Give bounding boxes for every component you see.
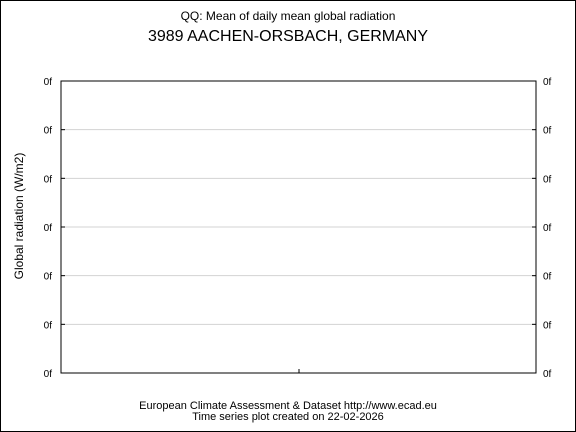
y-tick-label-left: 0f: [44, 126, 53, 137]
y-tick-label-right: 0f: [543, 272, 552, 283]
y-tick-label-right: 0f: [543, 369, 552, 380]
y-tick-label-right: 0f: [543, 77, 552, 88]
y-tick-label-left: 0f: [44, 369, 53, 380]
y-tick-label-left: 0f: [44, 77, 53, 88]
y-tick-label-left: 0f: [44, 174, 53, 185]
footer-credit: European Climate Assessment & Dataset ht…: [139, 400, 437, 412]
y-tick-label-left: 0f: [44, 320, 53, 331]
y-tick-label-right: 0f: [543, 174, 552, 185]
footer-created-date: Time series plot created on 22-02-2026: [192, 411, 384, 423]
chart-title: QQ: Mean of daily mean global radiation: [180, 9, 396, 23]
y-tick-label-left: 0f: [44, 223, 53, 234]
y-tick-label-left: 0f: [44, 272, 53, 283]
chart-subtitle: 3989 AACHEN-ORSBACH, GERMANY: [147, 28, 429, 45]
y-tick-label-right: 0f: [543, 126, 552, 137]
y-axis-label: Global radiation (W/m2): [12, 153, 26, 280]
grid-lines: [61, 129, 536, 325]
axis-ticks: 0f 0f 0f 0f 0f 0f 0f 0f 0f 0f 0f 0f 0f 0f: [44, 77, 552, 380]
y-tick-label-right: 0f: [543, 320, 552, 331]
y-tick-label-right: 0f: [543, 223, 552, 234]
